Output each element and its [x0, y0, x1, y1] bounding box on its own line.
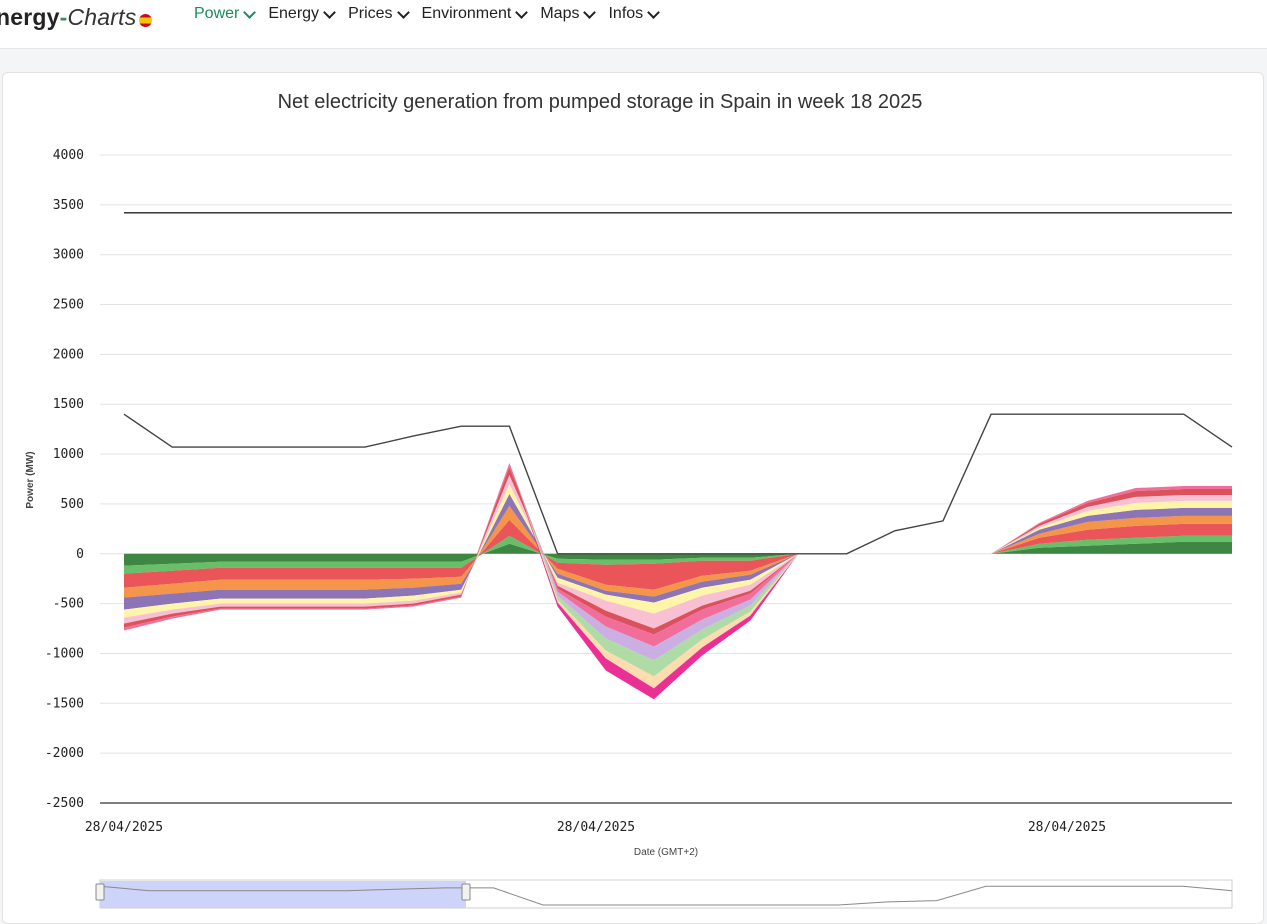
- x-tick-label: 28/04/2025: [557, 820, 635, 835]
- nav-maps-label: Maps: [540, 5, 580, 22]
- range-navigator[interactable]: [95, 879, 1233, 909]
- y-tick-label: 0: [76, 547, 84, 562]
- area-series[interactable]: [124, 541, 1232, 566]
- main-nav: Power Energy Prices Environment Maps Inf…: [194, 5, 661, 23]
- area-series[interactable]: [124, 505, 1232, 598]
- navigator-preview-line: [99, 885, 1233, 906]
- y-tick-label: 3000: [53, 248, 84, 263]
- y-tick-label: -500: [53, 597, 84, 612]
- y-tick-label: -2500: [45, 796, 84, 811]
- brand-logo[interactable]: nergy-Charts: [0, 4, 153, 31]
- nav-energy-label: Energy: [268, 5, 320, 22]
- navigator-handle[interactable]: [95, 883, 105, 901]
- nav-infos-label: Infos: [608, 5, 644, 22]
- nav-infos[interactable]: Infos: [608, 5, 661, 23]
- axis-layer: 4000 3500 3000 2500 2000 1500 1000 500 0 -500 -100…: [25, 148, 1106, 858]
- x-tick-label: 28/04/2025: [1028, 820, 1106, 835]
- y-tick-label: 1000: [53, 447, 84, 462]
- y-tick-label: 1500: [53, 397, 84, 412]
- navigator-selection[interactable]: [100, 881, 466, 908]
- y-tick-label: 2500: [53, 298, 84, 313]
- y-tick-label: 4000: [53, 148, 84, 163]
- chart-card: [2, 72, 1264, 924]
- x-axis-label: Date (GMT+2): [634, 847, 698, 858]
- area-layer: [124, 463, 1232, 700]
- nav-prices-label: Prices: [348, 5, 393, 22]
- x-tick-label: 28/04/2025: [85, 820, 163, 835]
- y-tick-label: 500: [61, 497, 84, 512]
- y-tick-label: 3500: [53, 198, 84, 213]
- line-layer: [123, 212, 1233, 555]
- y-tick-label: -1500: [45, 696, 84, 711]
- area-series[interactable]: [124, 535, 1232, 574]
- y-tick-label: -2000: [45, 746, 84, 761]
- nav-energy[interactable]: Energy: [268, 5, 336, 23]
- line-series[interactable]: [123, 413, 1233, 555]
- y-axis-label: Power (MW): [25, 451, 36, 508]
- brand-charts: Charts: [67, 4, 137, 30]
- area-series[interactable]: [124, 494, 1232, 610]
- nav-power[interactable]: Power: [194, 5, 257, 23]
- nav-power-label: Power: [194, 5, 240, 22]
- top-navbar: nergy-Charts Power Energy Prices Environ…: [0, 0, 1267, 49]
- nav-prices[interactable]: Prices: [348, 5, 410, 23]
- y-tick-label: -1000: [45, 646, 84, 661]
- brand-main: nergy: [0, 4, 60, 30]
- nav-environment[interactable]: Environment: [421, 5, 529, 23]
- spain-flag-icon: [139, 14, 153, 27]
- nav-maps[interactable]: Maps: [540, 5, 597, 23]
- y-tick-label: 2000: [53, 347, 84, 362]
- chart-title: Net electricity generation from pumped s…: [277, 91, 923, 113]
- navigator-handle[interactable]: [461, 883, 471, 901]
- nav-environment-label: Environment: [421, 5, 512, 22]
- brand-dash: -: [59, 4, 68, 30]
- grid-layer: [100, 154, 1232, 804]
- area-series[interactable]: [124, 519, 1232, 590]
